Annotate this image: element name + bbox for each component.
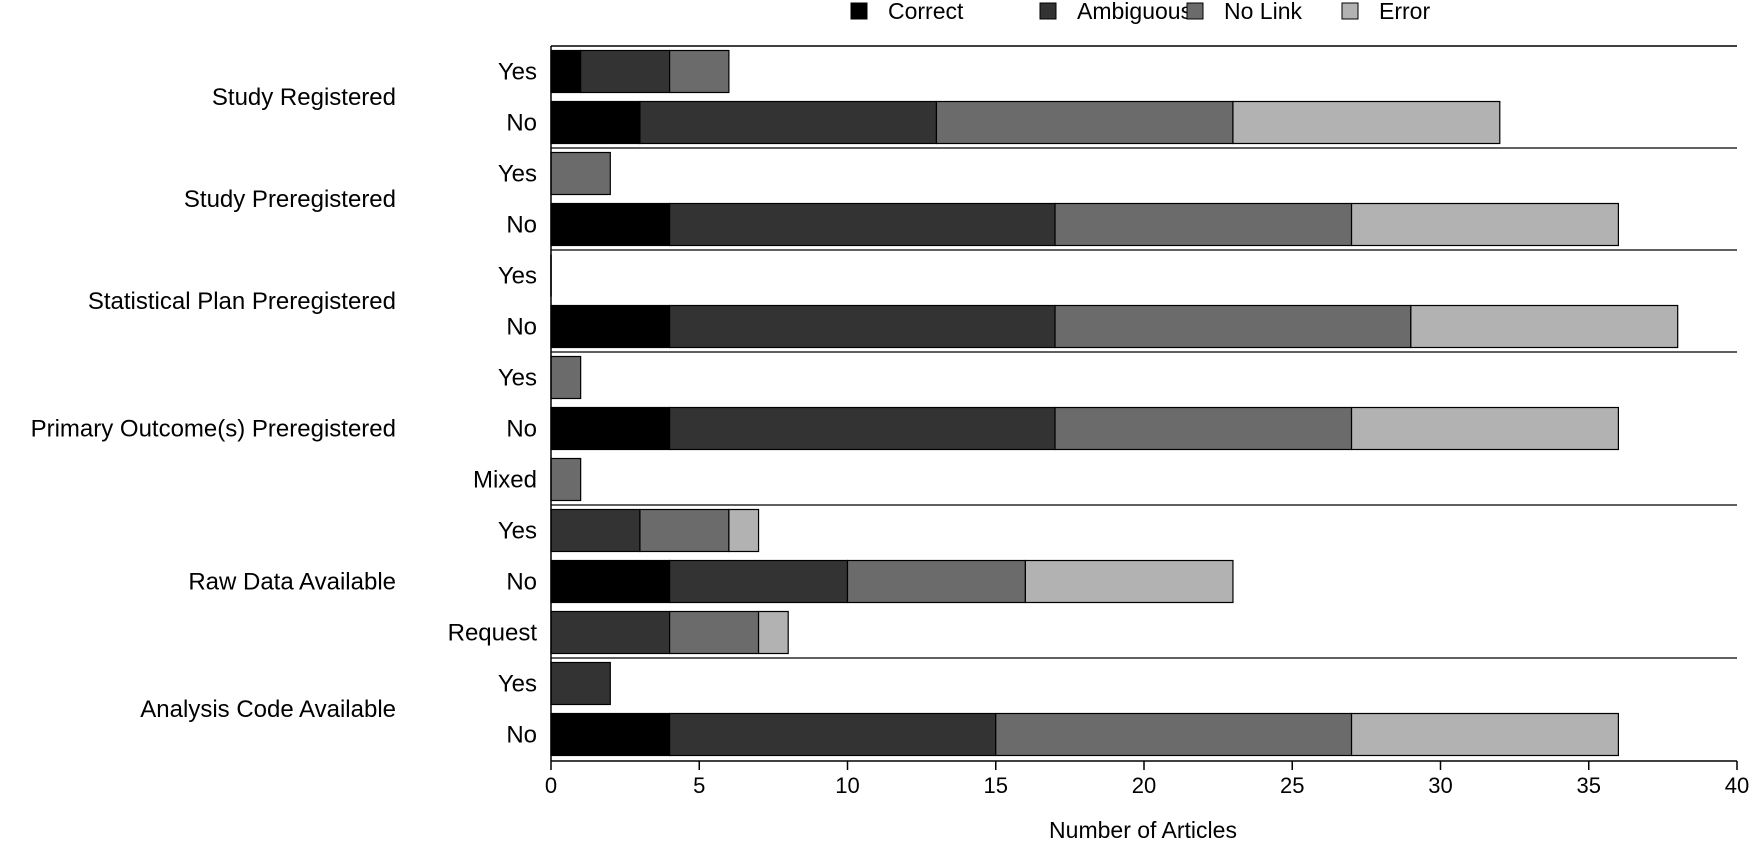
bar-analysis-code-available-yes-ambiguous — [550, 661, 611, 706]
group-label-study-preregistered: Study Preregistered — [184, 186, 396, 213]
group-labels: Study Registered Study Preregistered Stati… — [31, 84, 396, 723]
row-label: Yes — [498, 161, 537, 188]
x-tick-label: 40 — [1725, 773, 1749, 798]
bar-study-registered-no-ambiguous — [639, 100, 938, 145]
row-label: Mixed — [473, 467, 537, 494]
row-labels: Yes No Yes No Yes No Yes No Mixed Yes No Request Yes… — [448, 59, 538, 749]
row-label: Yes — [498, 365, 537, 392]
legend-label-correct: Correct — [888, 0, 964, 24]
x-tick-label: 5 — [693, 773, 705, 798]
legend-label-ambiguous: Ambiguous — [1077, 0, 1192, 24]
bar-raw-data-available-yes-error — [728, 508, 760, 553]
row-label: No — [506, 416, 537, 443]
bar-raw-data-available-no-error — [1024, 559, 1234, 604]
bar-study-preregistered-yes-no-link — [550, 151, 611, 196]
bar-study-registered-yes-no-link — [668, 49, 730, 94]
legend-label-error: Error — [1379, 0, 1430, 24]
legend-swatch-error — [1341, 2, 1359, 20]
bar-primary-outcome-s-preregistered-no-correct — [550, 406, 671, 451]
bar-statistical-plan-preregistered-no-error — [1410, 304, 1679, 349]
bar-study-preregistered-no-no-link — [1054, 202, 1353, 247]
x-tick-label: 35 — [1577, 773, 1601, 798]
row-label: Yes — [498, 263, 537, 290]
bar-study-preregistered-no-ambiguous — [668, 202, 1056, 247]
x-axis-label: Number of Articles — [1049, 817, 1237, 843]
bar-raw-data-available-request-ambiguous — [550, 610, 671, 655]
row-label: No — [506, 212, 537, 239]
group-separators — [551, 45, 1737, 659]
bar-study-preregistered-no-error — [1350, 202, 1620, 247]
bar-primary-outcome-s-preregistered-mixed-no-link — [550, 457, 582, 502]
bar-raw-data-available-yes-no-link — [639, 508, 730, 553]
row-label: No — [506, 722, 537, 749]
group-label-raw-data-available: Raw Data Available — [188, 569, 396, 596]
bar-raw-data-available-request-no-link — [668, 610, 760, 655]
x-tick-label: 20 — [1132, 773, 1156, 798]
bar-study-preregistered-no-correct — [550, 202, 671, 247]
bar-statistical-plan-preregistered-no-no-link — [1054, 304, 1412, 349]
bar-primary-outcome-s-preregistered-yes-no-link — [550, 355, 582, 400]
bars — [550, 49, 1679, 757]
bar-analysis-code-available-no-ambiguous — [668, 712, 997, 757]
row-label: No — [506, 569, 537, 596]
bar-statistical-plan-preregistered-no-ambiguous — [668, 304, 1056, 349]
legend: Correct Ambiguous No Link Error — [850, 0, 1430, 24]
bar-study-registered-yes-correct — [550, 49, 582, 94]
legend-label-no-link: No Link — [1224, 0, 1302, 24]
row-label: No — [506, 314, 537, 341]
bar-statistical-plan-preregistered-no-correct — [550, 304, 671, 349]
x-tick-label: 0 — [545, 773, 557, 798]
bar-analysis-code-available-no-no-link — [995, 712, 1353, 757]
legend-swatch-ambiguous — [1039, 2, 1057, 20]
legend-swatch-correct — [850, 2, 868, 20]
bar-raw-data-available-no-no-link — [846, 559, 1026, 604]
x-tick-label: 10 — [835, 773, 859, 798]
bar-raw-data-available-no-ambiguous — [668, 559, 849, 604]
bar-analysis-code-available-no-error — [1350, 712, 1620, 757]
row-label: No — [506, 110, 537, 137]
bar-raw-data-available-yes-ambiguous — [550, 508, 641, 553]
bar-raw-data-available-request-error — [757, 610, 789, 655]
group-label-statistical-plan-preregistered: Statistical Plan Preregistered — [88, 288, 396, 315]
bar-study-registered-yes-ambiguous — [580, 49, 671, 94]
bar-raw-data-available-no-correct — [550, 559, 671, 604]
row-label: Yes — [498, 59, 537, 86]
bar-primary-outcome-s-preregistered-no-error — [1350, 406, 1620, 451]
group-label-study-registered: Study Registered — [212, 84, 396, 111]
x-axis: 0 5 10 15 20 25 30 35 40 — [545, 46, 1749, 798]
group-label-analysis-code-available: Analysis Code Available — [140, 696, 396, 723]
bar-study-registered-no-no-link — [935, 100, 1234, 145]
x-tick-label: 25 — [1280, 773, 1304, 798]
x-tick-label: 15 — [984, 773, 1008, 798]
bar-study-registered-no-error — [1232, 100, 1501, 145]
bar-analysis-code-available-no-correct — [550, 712, 671, 757]
row-label: Yes — [498, 671, 537, 698]
group-label-primary-outcome-s-preregistered: Primary Outcome(s) Preregistered — [31, 416, 396, 443]
bar-primary-outcome-s-preregistered-no-no-link — [1054, 406, 1353, 451]
row-label: Yes — [498, 518, 537, 545]
bar-study-registered-no-correct — [550, 100, 641, 145]
row-label: Request — [448, 620, 538, 647]
x-tick-label: 30 — [1428, 773, 1452, 798]
bar-primary-outcome-s-preregistered-no-ambiguous — [668, 406, 1056, 451]
legend-swatch-no-link — [1186, 2, 1204, 20]
